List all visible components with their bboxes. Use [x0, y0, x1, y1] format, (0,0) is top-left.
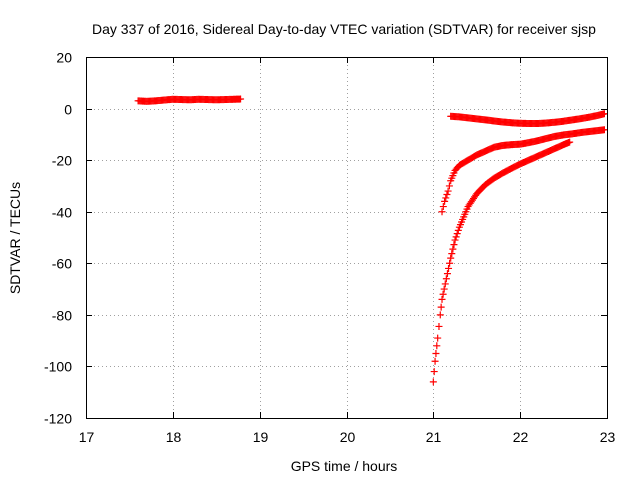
data-point	[600, 110, 608, 118]
data-series-1	[134, 95, 245, 105]
data-point	[429, 378, 437, 386]
data-point	[237, 95, 245, 103]
x-tick-label: 18	[166, 429, 182, 445]
data-point	[442, 275, 450, 283]
x-tick-label: 20	[340, 429, 356, 445]
data-point	[434, 334, 442, 342]
x-tick-label: 17	[79, 429, 95, 445]
y-tick-label: -60	[52, 256, 72, 272]
x-tick-label: 21	[426, 429, 442, 445]
data-point	[431, 357, 439, 365]
data-point	[445, 264, 453, 272]
data-series-4	[429, 138, 574, 386]
y-tick-label: -20	[52, 153, 72, 169]
data-point	[441, 280, 449, 288]
data-point	[432, 350, 440, 358]
data-point	[443, 270, 451, 278]
data-series-3	[438, 126, 608, 216]
y-tick-label: -120	[44, 411, 72, 427]
y-tick-label: 20	[56, 50, 72, 66]
data-point	[447, 254, 455, 262]
data-point	[449, 245, 457, 253]
data-point	[436, 311, 444, 319]
data-markers	[134, 95, 608, 386]
data-point	[442, 194, 450, 202]
data-point	[446, 259, 454, 267]
x-tick-label: 19	[253, 429, 269, 445]
data-point	[448, 250, 456, 258]
data-point	[444, 187, 452, 195]
y-tick-label: -100	[44, 359, 72, 375]
data-point	[453, 230, 461, 238]
data-point	[454, 226, 462, 234]
data-point	[440, 285, 448, 293]
data-point	[441, 197, 449, 205]
y-tick-label: 0	[64, 102, 72, 118]
grid-lines	[86, 57, 607, 418]
axis-ticks	[86, 57, 608, 419]
data-point	[445, 182, 453, 190]
data-point	[437, 303, 445, 311]
y-tick-labels: 20 0 -20 -40 -60 -80 -100 -120	[44, 50, 72, 427]
data-point	[451, 236, 459, 244]
data-point	[433, 342, 441, 350]
data-point	[600, 126, 608, 134]
x-tick-label: 23	[600, 429, 616, 445]
data-point	[430, 368, 438, 376]
y-axis-label: SDTVAR / TECUs	[7, 182, 23, 294]
data-point	[452, 233, 460, 241]
data-point	[438, 208, 446, 216]
data-point	[439, 290, 447, 298]
data-point	[438, 295, 446, 303]
y-tick-label: -80	[52, 308, 72, 324]
data-series-2	[447, 110, 608, 128]
data-point	[439, 203, 447, 211]
data-point	[435, 322, 443, 330]
data-point	[566, 138, 574, 146]
y-tick-label: -40	[52, 205, 72, 221]
x-tick-label: 22	[513, 429, 529, 445]
chart-title: Day 337 of 2016, Sidereal Day-to-day VTE…	[92, 21, 596, 37]
x-tick-labels: 17 18 19 20 21 22 23	[79, 429, 616, 445]
data-point	[443, 191, 451, 199]
data-point	[450, 241, 458, 249]
x-axis-label: GPS time / hours	[291, 458, 398, 474]
